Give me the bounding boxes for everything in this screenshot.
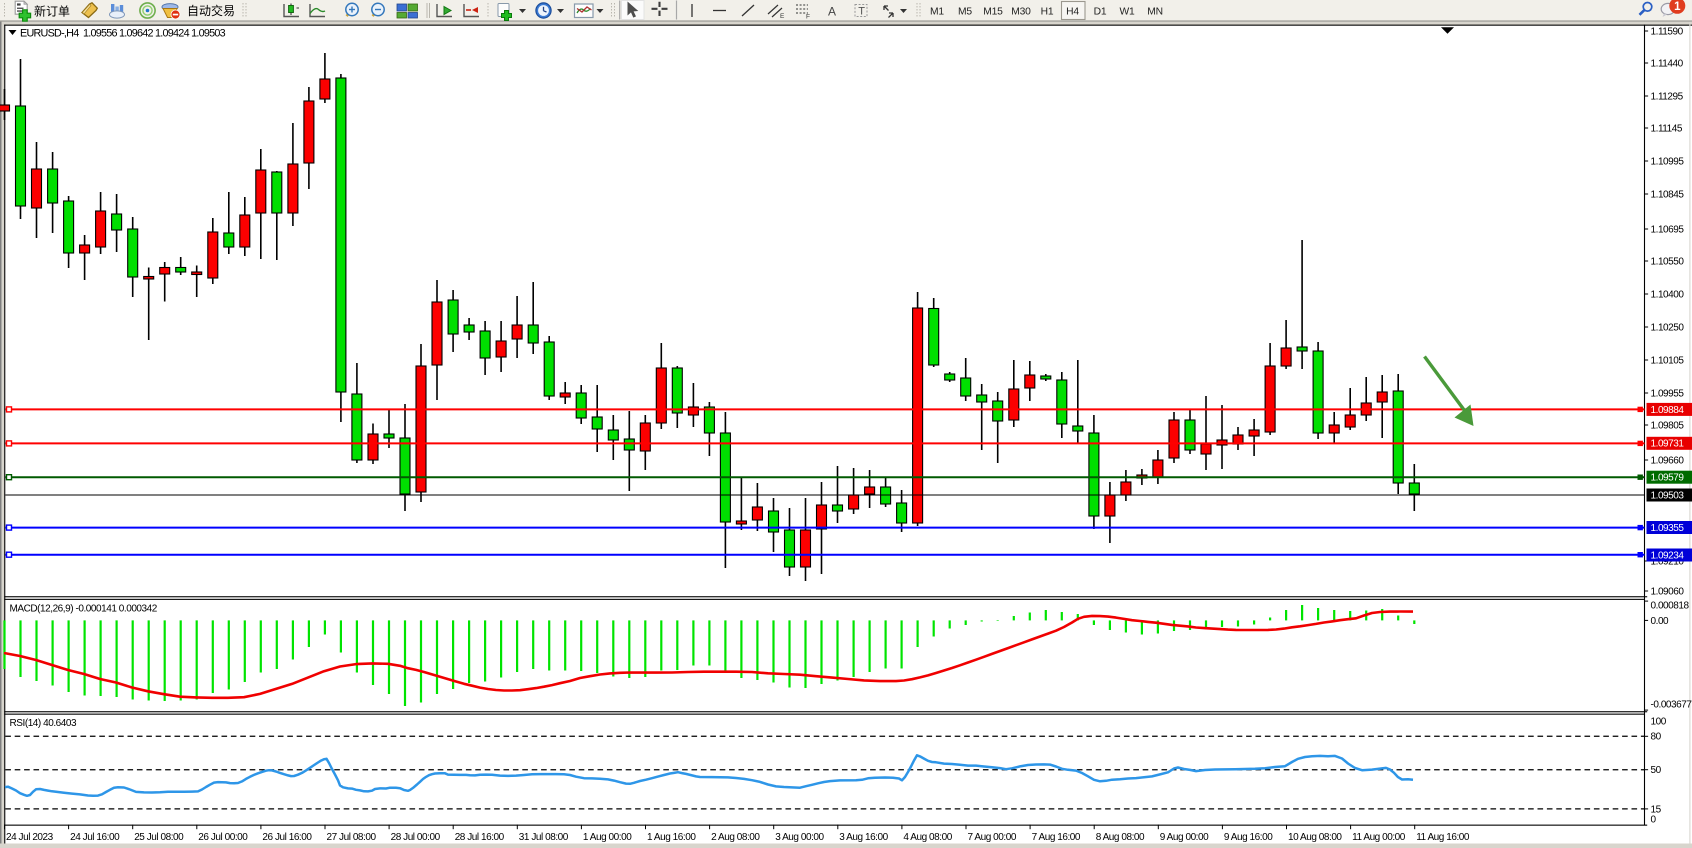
svg-text:新订单: 新订单 — [34, 4, 70, 19]
svg-text:M15: M15 — [983, 7, 1003, 18]
svg-text:31 Jul 08:00: 31 Jul 08:00 — [519, 832, 569, 843]
svg-text:4 Aug 08:00: 4 Aug 08:00 — [903, 832, 952, 843]
svg-text:1 Aug 16:00: 1 Aug 16:00 — [647, 832, 696, 843]
svg-text:1.09503: 1.09503 — [1651, 490, 1685, 501]
svg-text:1.11590: 1.11590 — [1651, 26, 1684, 37]
svg-text:3 Aug 00:00: 3 Aug 00:00 — [775, 832, 824, 843]
svg-text:1.09234: 1.09234 — [1651, 550, 1685, 561]
svg-text:W1: W1 — [1119, 7, 1135, 18]
svg-text:80: 80 — [1651, 732, 1662, 743]
svg-text:24 Jul 16:00: 24 Jul 16:00 — [70, 832, 120, 843]
svg-text:15: 15 — [1651, 804, 1662, 815]
svg-text:1.10995: 1.10995 — [1651, 156, 1685, 167]
svg-text:2 Aug 08:00: 2 Aug 08:00 — [711, 832, 760, 843]
svg-text:25 Jul 08:00: 25 Jul 08:00 — [134, 832, 184, 843]
svg-text:0.00: 0.00 — [1651, 616, 1670, 627]
svg-text:1.09884: 1.09884 — [1651, 405, 1685, 416]
svg-text:MACD(12,26,9) -0.000141 0.0003: MACD(12,26,9) -0.000141 0.000342 — [10, 603, 158, 614]
svg-text:27 Jul 08:00: 27 Jul 08:00 — [327, 832, 377, 843]
svg-text:M30: M30 — [1011, 7, 1031, 18]
svg-text:1.10695: 1.10695 — [1651, 224, 1685, 235]
svg-text:1.09955: 1.09955 — [1651, 388, 1685, 399]
svg-text:7 Aug 16:00: 7 Aug 16:00 — [1032, 832, 1081, 843]
svg-text:1 Aug 00:00: 1 Aug 00:00 — [583, 832, 632, 843]
svg-text:1.09805: 1.09805 — [1651, 420, 1685, 431]
svg-text:F: F — [806, 14, 810, 21]
svg-text:1.09731: 1.09731 — [1651, 439, 1685, 450]
svg-text:E: E — [780, 13, 785, 20]
svg-text:28 Jul 16:00: 28 Jul 16:00 — [455, 832, 505, 843]
svg-text:1.09660: 1.09660 — [1651, 455, 1685, 466]
svg-text:7 Aug 00:00: 7 Aug 00:00 — [968, 832, 1017, 843]
svg-text:24 Jul 2023: 24 Jul 2023 — [6, 832, 54, 843]
svg-text:8 Aug 08:00: 8 Aug 08:00 — [1096, 832, 1145, 843]
svg-text:1.10250: 1.10250 — [1651, 322, 1685, 333]
svg-text:28 Jul 00:00: 28 Jul 00:00 — [391, 832, 441, 843]
svg-text:1.11145: 1.11145 — [1651, 123, 1683, 134]
svg-text:1.09060: 1.09060 — [1651, 586, 1685, 597]
svg-text:100: 100 — [1651, 716, 1667, 727]
svg-text:1.11440: 1.11440 — [1651, 58, 1684, 69]
svg-text:-0.003677: -0.003677 — [1651, 699, 1692, 710]
svg-text:1.10845: 1.10845 — [1651, 189, 1685, 200]
svg-text:EURUSD-,H4 1.09556 1.09642 1.: EURUSD-,H4 1.09556 1.09642 1.09424 1.095… — [20, 28, 226, 40]
svg-text:H4: H4 — [1066, 7, 1079, 18]
svg-text:0.000818: 0.000818 — [1651, 600, 1690, 611]
svg-text:9 Aug 16:00: 9 Aug 16:00 — [1224, 832, 1273, 843]
svg-text:RSI(14) 40.6403: RSI(14) 40.6403 — [10, 718, 78, 729]
svg-text:50: 50 — [1651, 765, 1662, 776]
svg-text:26 Jul 16:00: 26 Jul 16:00 — [262, 832, 312, 843]
svg-text:A: A — [828, 5, 836, 19]
svg-text:10 Aug 08:00: 10 Aug 08:00 — [1288, 832, 1342, 843]
svg-text:T: T — [858, 6, 865, 18]
svg-text:1.09210: 1.09210 — [1651, 556, 1685, 567]
svg-text:1.10400: 1.10400 — [1651, 289, 1685, 300]
svg-text:3 Aug 16:00: 3 Aug 16:00 — [839, 832, 888, 843]
svg-text:1.11295: 1.11295 — [1651, 91, 1684, 102]
svg-text:9 Aug 00:00: 9 Aug 00:00 — [1160, 832, 1209, 843]
svg-text:自动交易: 自动交易 — [187, 3, 235, 18]
svg-text:11 Aug 16:00: 11 Aug 16:00 — [1416, 832, 1470, 843]
svg-text:1: 1 — [1674, 1, 1681, 13]
svg-text:1.10105: 1.10105 — [1651, 355, 1685, 366]
svg-text:11 Aug 00:00: 11 Aug 00:00 — [1352, 832, 1406, 843]
svg-text:M5: M5 — [958, 7, 972, 18]
svg-text:MN: MN — [1147, 7, 1163, 18]
svg-text:D1: D1 — [1094, 7, 1107, 18]
svg-text:26 Jul 00:00: 26 Jul 00:00 — [198, 832, 248, 843]
svg-text:M1: M1 — [930, 7, 944, 18]
svg-text:1.10550: 1.10550 — [1651, 256, 1685, 267]
svg-text:H1: H1 — [1041, 7, 1054, 18]
svg-text:1.09579: 1.09579 — [1651, 473, 1685, 484]
svg-text:1.09355: 1.09355 — [1651, 523, 1685, 534]
svg-text:0: 0 — [1651, 814, 1657, 825]
